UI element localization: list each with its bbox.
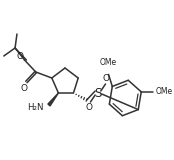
Text: S: S xyxy=(94,87,102,100)
Text: O: O xyxy=(21,84,28,92)
Polygon shape xyxy=(48,93,58,106)
Text: OMe: OMe xyxy=(100,58,117,67)
Text: O: O xyxy=(103,73,110,83)
Text: O: O xyxy=(16,52,23,60)
Text: OMe: OMe xyxy=(155,87,172,96)
Text: O: O xyxy=(86,104,93,112)
Text: H₂N: H₂N xyxy=(27,103,43,112)
